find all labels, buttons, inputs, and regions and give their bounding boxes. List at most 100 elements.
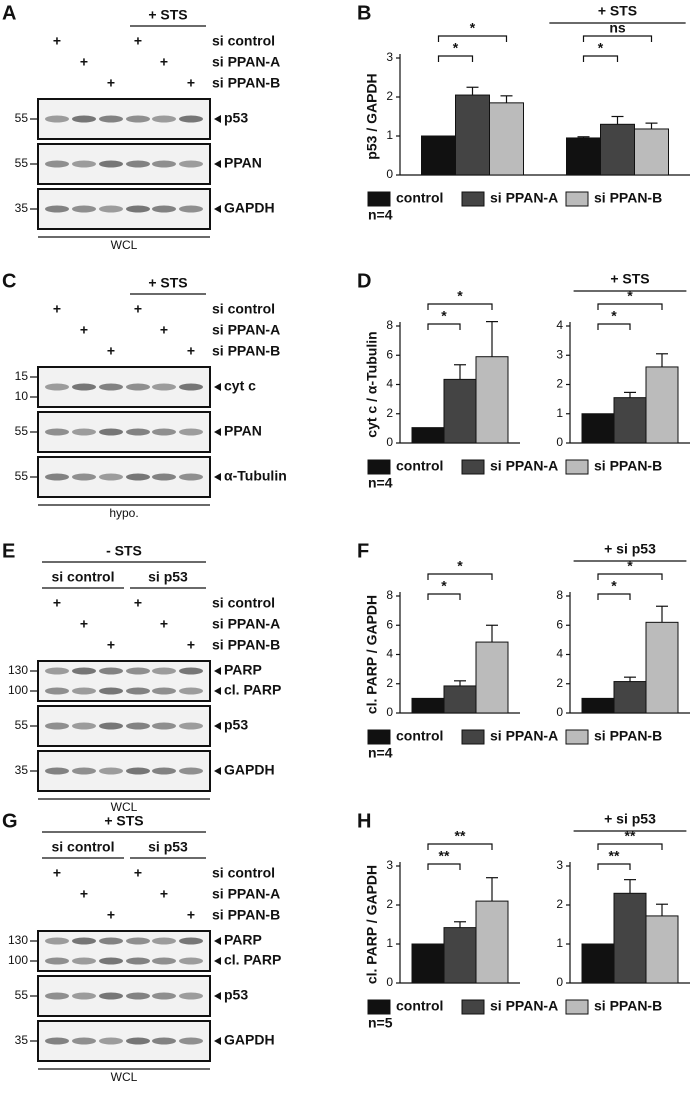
- y-tick-label: 0: [386, 975, 393, 989]
- band: [45, 722, 69, 730]
- bracket: [427, 863, 461, 870]
- lane-plus: +: [160, 886, 168, 902]
- lane-plus: +: [107, 907, 115, 923]
- legend-swatch: [565, 999, 589, 1015]
- band: [126, 957, 150, 965]
- bar: [645, 366, 679, 444]
- size-marker: 15: [15, 369, 29, 383]
- bracket: [427, 573, 493, 580]
- significance-label: *: [627, 288, 633, 304]
- band-label: cyt c: [224, 378, 256, 394]
- significance-label: **: [439, 848, 450, 864]
- band: [45, 428, 69, 436]
- band: [179, 428, 203, 436]
- band: [126, 160, 150, 168]
- lane-plus: +: [80, 322, 88, 338]
- y-tick-label: 3: [556, 858, 563, 872]
- band: [72, 115, 96, 123]
- significance-label: **: [609, 848, 620, 864]
- legend-label: control: [396, 998, 443, 1014]
- y-tick-label: 0: [556, 975, 563, 989]
- band: [126, 383, 150, 391]
- band: [126, 473, 150, 481]
- lane-plus: +: [80, 886, 88, 902]
- treatment-name: si PPAN-B: [212, 343, 280, 359]
- band: [179, 473, 203, 481]
- bar: [645, 621, 679, 714]
- treatment-name: si PPAN-A: [212, 616, 280, 632]
- legend-swatch: [367, 729, 391, 745]
- legend-label: si PPAN-A: [490, 458, 558, 474]
- band: [99, 992, 123, 1000]
- panel-letter: E: [2, 540, 15, 562]
- arrowhead: [214, 160, 221, 168]
- lane-plus: +: [134, 33, 142, 49]
- y-axis-label: p53 / GAPDH: [364, 73, 380, 159]
- legend-label: si PPAN-B: [594, 998, 662, 1014]
- treatment-name: si PPAN-A: [212, 322, 280, 338]
- arrowhead: [214, 957, 221, 965]
- y-tick-label: 8: [386, 588, 393, 602]
- lane-plus: +: [187, 637, 195, 653]
- y-tick-label: 6: [556, 617, 563, 631]
- band: [126, 937, 150, 945]
- legend-label: si PPAN-A: [490, 728, 558, 744]
- band: [45, 767, 69, 775]
- size-marker: 55: [15, 111, 29, 125]
- band: [126, 687, 150, 695]
- band: [126, 428, 150, 436]
- y-tick-label: 1: [386, 936, 393, 950]
- blot-group: si control: [51, 839, 114, 855]
- lane-plus: +: [160, 322, 168, 338]
- band-label: p53: [224, 987, 248, 1003]
- band-label: PARP: [224, 932, 262, 948]
- lane-plus: +: [187, 75, 195, 91]
- band: [72, 473, 96, 481]
- bar: [581, 697, 615, 714]
- blot-footer: WCL: [111, 1070, 138, 1084]
- arrowhead: [214, 115, 221, 123]
- legend-swatch: [461, 729, 485, 745]
- treatment-name: si control: [212, 595, 275, 611]
- treatment-name: si control: [212, 865, 275, 881]
- y-tick-label: 4: [556, 318, 563, 332]
- band: [152, 992, 176, 1000]
- bracket: [427, 843, 493, 850]
- band: [152, 667, 176, 675]
- panel-letter: F: [357, 540, 369, 562]
- y-tick-label: 2: [386, 89, 393, 103]
- bracket: [582, 55, 619, 62]
- bracket: [597, 863, 631, 870]
- bracket: [427, 323, 461, 330]
- band: [72, 937, 96, 945]
- group-label: + si p53: [604, 811, 656, 827]
- band: [179, 160, 203, 168]
- size-marker: 10: [15, 389, 29, 403]
- band: [72, 687, 96, 695]
- band: [99, 205, 123, 213]
- y-tick-label: 4: [386, 377, 393, 391]
- band: [99, 937, 123, 945]
- legend-label: si PPAN-B: [594, 458, 662, 474]
- band: [45, 992, 69, 1000]
- band: [72, 957, 96, 965]
- legend-swatch: [367, 191, 391, 207]
- band: [179, 937, 203, 945]
- arrowhead: [214, 205, 221, 213]
- size-marker: 35: [15, 763, 29, 777]
- legend-label: control: [396, 190, 443, 206]
- band: [45, 473, 69, 481]
- band: [99, 473, 123, 481]
- group-label: + STS: [598, 3, 637, 19]
- bracket: [597, 303, 663, 310]
- band: [126, 115, 150, 123]
- band-label: p53: [224, 110, 248, 126]
- band: [179, 992, 203, 1000]
- size-marker: 100: [8, 953, 28, 967]
- band: [179, 115, 203, 123]
- y-tick-label: 0: [386, 167, 393, 181]
- y-tick-label: 8: [386, 318, 393, 332]
- bracket: [437, 35, 508, 42]
- arrowhead: [214, 687, 221, 695]
- bar: [613, 892, 647, 984]
